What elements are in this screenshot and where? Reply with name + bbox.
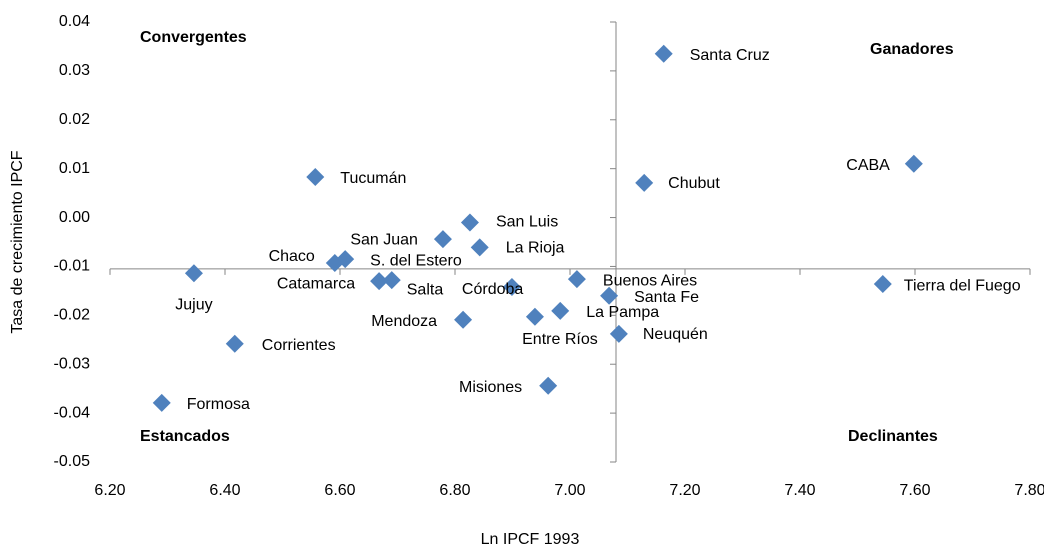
x-tick-label: 7.00 (554, 482, 585, 499)
y-tick-label: 0.03 (59, 62, 90, 79)
y-tick-label: 0.01 (59, 160, 90, 177)
point (873, 275, 892, 294)
point (152, 393, 171, 412)
point (306, 167, 325, 186)
x-axis-title: Ln IPCF 1993 (481, 531, 580, 548)
point (502, 277, 521, 296)
point-label: Entre Ríos (522, 331, 598, 348)
quadrant-label: Estancados (140, 428, 230, 445)
point-label: La Rioja (506, 240, 565, 257)
point (184, 264, 203, 283)
x-tick-label: 7.80 (1014, 482, 1044, 499)
point-label: San Juan (350, 231, 418, 248)
x-tick-label: 6.20 (94, 482, 125, 499)
y-axis-title: Tasa de crecimiento IPCF (9, 150, 26, 333)
point (370, 272, 389, 291)
quadrant-label: Declinantes (848, 428, 938, 445)
point-label: Córdoba (462, 281, 523, 298)
y-tick-label: 0.00 (59, 209, 90, 226)
point (433, 230, 452, 249)
point (470, 238, 489, 257)
point-label: Santa Cruz (690, 47, 770, 64)
x-tick-label: 7.20 (669, 482, 700, 499)
x-tick-label: 7.60 (899, 482, 930, 499)
point (336, 250, 355, 269)
y-tick-label: -0.03 (54, 355, 91, 372)
y-tick-label: -0.01 (54, 258, 91, 275)
quadrant-label: Ganadores (870, 41, 954, 58)
y-tick-label: -0.05 (54, 453, 91, 470)
point-label: Salta (407, 281, 444, 298)
point-label: Mendoza (371, 313, 437, 330)
x-tick-label: 7.40 (784, 482, 815, 499)
point (654, 44, 673, 63)
point (635, 173, 654, 192)
point-label: La Pampa (586, 304, 659, 321)
point-label: Neuquén (643, 326, 708, 343)
point-label: Catamarca (277, 275, 355, 292)
point (600, 286, 619, 305)
point (609, 324, 628, 343)
point-label: CABA (846, 157, 890, 174)
y-tick-label: -0.02 (54, 307, 91, 324)
y-tick-label: -0.04 (54, 404, 91, 421)
point-label: Tierra del Fuego (904, 277, 1021, 294)
point (454, 310, 473, 329)
y-tick-label: 0.02 (59, 111, 90, 128)
x-tick-label: 6.80 (439, 482, 470, 499)
y-tick-label: 0.04 (59, 13, 90, 30)
point (382, 271, 401, 290)
quadrant-label: Convergentes (140, 29, 247, 46)
point (525, 307, 544, 326)
point (904, 154, 923, 173)
point (225, 334, 244, 353)
point-label: San Luis (496, 214, 558, 231)
point-label: Formosa (187, 396, 250, 413)
point-label: Santa Fe (634, 289, 699, 306)
x-tick-label: 6.60 (324, 482, 355, 499)
point-label: Jujuy (175, 297, 212, 314)
point-label: Tucumán (340, 170, 406, 187)
point-label: S. del Estero (370, 252, 462, 269)
point-label: Corrientes (262, 337, 336, 354)
point-label: Buenos Aires (603, 272, 697, 289)
point-label: Chaco (269, 248, 315, 265)
point (539, 376, 558, 395)
point (551, 301, 570, 320)
point-label: Misiones (459, 379, 522, 396)
point (460, 213, 479, 232)
x-tick-label: 6.40 (209, 482, 240, 499)
point (567, 270, 586, 289)
point-label: Chubut (668, 175, 720, 192)
